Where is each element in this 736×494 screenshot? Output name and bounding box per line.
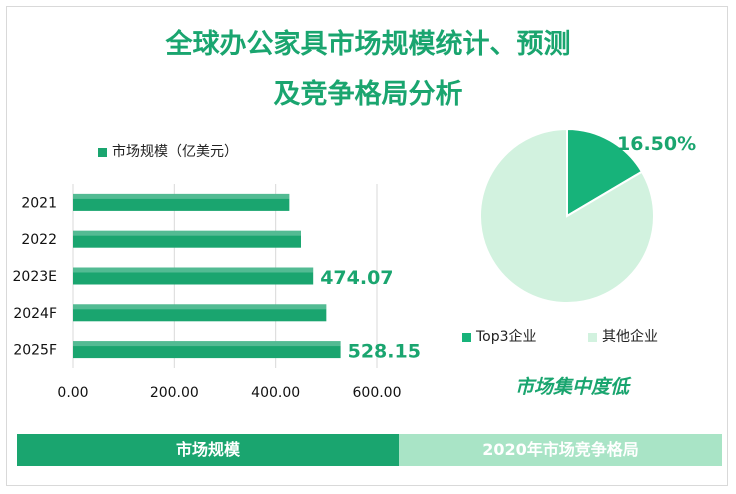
pie-legend-top3: Top3企业 [462, 328, 537, 346]
category-label: 2021 [21, 195, 57, 211]
chart-title-line1: 全球办公家具市场规模统计、预测 [165, 29, 571, 60]
x-tick-label: 600.00 [353, 385, 402, 401]
bar-data-label: 474.07 [320, 267, 393, 289]
category-label: 2022 [21, 232, 57, 248]
bar-data-label: 528.15 [348, 341, 421, 363]
bar-legend-swatch [98, 147, 107, 157]
bar-highlight [73, 230, 301, 236]
bar-group: 2022 [21, 230, 301, 248]
bar-group: 2024F [13, 304, 327, 322]
pie-legend-other: 其他企业 [588, 328, 658, 346]
x-tick-label: 200.00 [150, 385, 199, 401]
category-label: 2024F [13, 306, 57, 322]
bar-group: 2025F 528.15 [13, 341, 421, 363]
category-label: 2023E [13, 269, 57, 285]
pie-legend-top3-label: Top3企业 [476, 329, 537, 345]
bar-legend-label: 市场规模（亿美元） [112, 144, 238, 160]
pie-legend-top3-swatch [462, 332, 471, 342]
bar [73, 193, 290, 211]
category-label: 2025F [13, 343, 57, 359]
bar [73, 304, 327, 322]
x-tick-label: 400.00 [251, 385, 300, 401]
bar-highlight [73, 341, 341, 347]
concentration-note: 市场集中度低 [514, 376, 629, 398]
bar-group: 2021 [21, 193, 290, 211]
pie-legend-other-swatch [588, 332, 597, 342]
footer-band-market-size: 市场规模 [17, 434, 399, 466]
bar-group: 2023E 474.07 [13, 267, 394, 289]
x-tick-label: 0.00 [57, 385, 88, 401]
bar-legend: 市场规模（亿美元） [98, 143, 238, 161]
chart-title-line2: 及竞争格局分析 [273, 79, 463, 110]
bar-highlight [73, 267, 314, 273]
pie-slice [566, 127, 644, 218]
pie-legend-other-label: 其他企业 [602, 329, 658, 345]
pie-slice [479, 127, 655, 304]
bar [73, 230, 301, 248]
bar-highlight [73, 304, 327, 310]
footer-band-competition: 2020年市场竞争格局 [399, 434, 722, 466]
bar-highlight [73, 193, 290, 199]
pie-data-label: 16.50% [617, 133, 696, 155]
bar [73, 341, 341, 359]
bar [73, 267, 314, 285]
